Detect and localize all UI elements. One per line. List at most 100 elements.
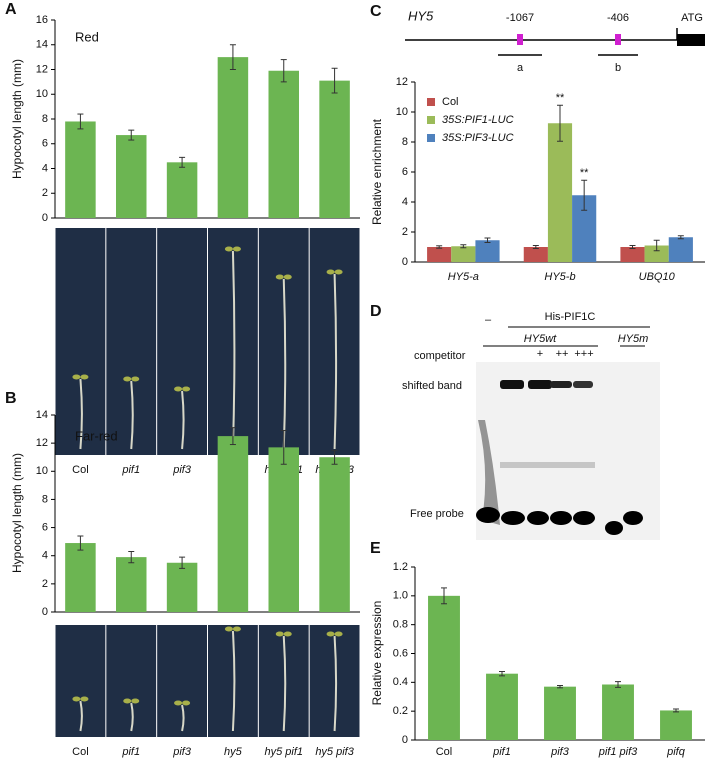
cotyledon (72, 374, 81, 380)
bar (166, 162, 198, 218)
cotyledon (283, 274, 292, 280)
y-tick-label: 6 (402, 166, 408, 178)
bar (166, 562, 198, 612)
x-tick-label: hy5 (224, 746, 243, 758)
y-tick-label: 8 (42, 493, 48, 505)
competitor-level: + (537, 348, 543, 360)
y-tick-label: 0 (402, 256, 408, 268)
gene-name: HY5 (408, 8, 434, 23)
bar (319, 80, 350, 218)
fragment-label: b (615, 62, 621, 74)
bar (217, 436, 249, 612)
cotyledon (232, 626, 241, 632)
y-tick-label: 2 (42, 578, 48, 590)
y-tick-label: 12 (36, 437, 48, 449)
panel-label: A (5, 1, 17, 18)
band-label: shifted band (402, 380, 462, 392)
position-label: -1067 (506, 12, 534, 24)
bar (620, 247, 645, 262)
y-tick-label: 0.2 (393, 705, 408, 717)
condition-label: Red (75, 29, 99, 44)
x-tick-label: Col (436, 746, 453, 758)
seedling (333, 635, 338, 732)
gel: – His-PIF1C HY5wt HY5m competitor + ++ +… (402, 311, 660, 540)
seedling-photo (106, 625, 157, 737)
y-axis-label: Relative expression (370, 601, 384, 706)
cotyledon (174, 700, 183, 706)
bar (268, 70, 299, 218)
bar (65, 121, 96, 218)
bar (668, 237, 693, 262)
x-tick-label: HY5-b (544, 271, 575, 283)
x-tick-label: hy5 pif3 (315, 746, 354, 758)
cotyledon (182, 386, 191, 392)
bar (451, 246, 476, 262)
x-tick-label: pif1 (121, 746, 140, 758)
legend-swatch (427, 134, 435, 142)
seedling (181, 704, 185, 732)
bar (217, 57, 249, 218)
y-tick-label: 4 (42, 550, 48, 562)
y-tick-label: 2 (42, 187, 48, 199)
y-tick-label: 6 (42, 138, 48, 150)
x-tick-label: pif1 pif3 (598, 746, 638, 758)
seedling (79, 378, 83, 450)
cotyledon (123, 698, 132, 704)
start-label: ATG (681, 12, 703, 24)
y-tick-label: 12 (36, 63, 48, 75)
cotyledon (275, 274, 284, 280)
bar (602, 684, 634, 740)
seedling (231, 250, 236, 450)
seedling (282, 278, 287, 450)
cotyledon (334, 631, 343, 637)
legend-label: Col (442, 96, 459, 108)
lane-label: – (485, 314, 492, 326)
gene-diagram: HY5 -1067 -406 ATG a b (405, 8, 705, 74)
y-tick-label: 1.2 (393, 561, 408, 573)
legend-swatch (427, 116, 435, 124)
position-label: -406 (607, 12, 629, 24)
bar (660, 710, 692, 740)
seedling (181, 390, 185, 450)
bar (65, 543, 96, 612)
bar (116, 135, 147, 218)
seedling (282, 635, 287, 732)
legend-label: 35S:PIF1-LUC (442, 114, 514, 126)
y-tick-label: 4 (402, 196, 408, 208)
bar (544, 686, 576, 740)
y-tick-label: 0.8 (393, 619, 408, 631)
bar (475, 240, 500, 262)
cotyledon (123, 376, 132, 382)
significance-label: ** (556, 92, 565, 104)
y-tick-label: 4 (42, 162, 48, 174)
y-tick-label: 0 (402, 734, 408, 746)
x-tick-label: pifq (666, 746, 686, 758)
x-tick-label: pif3 (550, 746, 570, 758)
y-tick-label: 2 (402, 226, 408, 238)
x-tick-label: Col (72, 746, 89, 758)
bar (319, 457, 350, 612)
cotyledon (182, 700, 191, 706)
x-tick-label: UBQ10 (639, 271, 676, 283)
y-tick-label: 12 (396, 76, 408, 88)
cotyledon (326, 631, 335, 637)
y-tick-label: 10 (36, 88, 48, 100)
seedling-photo (106, 228, 157, 455)
cotyledon (224, 626, 233, 632)
y-axis-label: Hypocotyl length (mm) (10, 453, 24, 573)
y-tick-label: 14 (36, 409, 48, 421)
x-tick-label: HY5-a (448, 271, 479, 283)
bar (116, 557, 147, 612)
bar (523, 247, 548, 262)
x-tick-label: pif3 (172, 746, 192, 758)
seedling-photo (157, 228, 207, 455)
seedling (79, 700, 83, 732)
cotyledon (72, 696, 81, 702)
y-tick-label: 0 (42, 606, 48, 618)
bar (547, 123, 573, 262)
cotyledon (80, 696, 89, 702)
seedling-photo (55, 625, 106, 737)
x-tick-label: Col (72, 464, 89, 476)
y-tick-label: 8 (42, 113, 48, 125)
